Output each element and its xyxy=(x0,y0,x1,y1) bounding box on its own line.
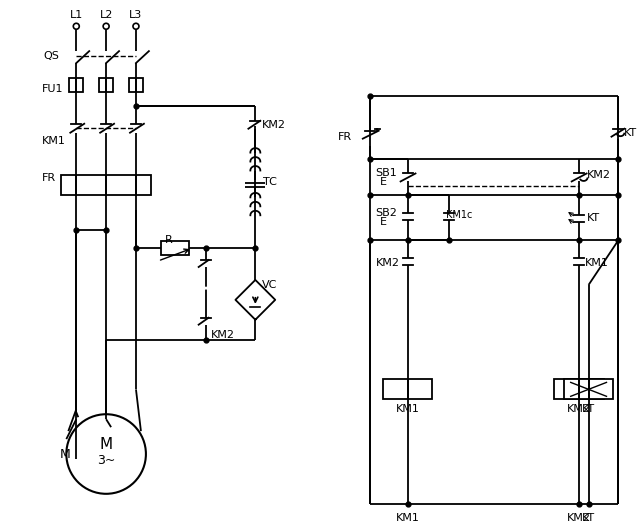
Text: R: R xyxy=(165,235,173,245)
Text: SB1: SB1 xyxy=(376,169,397,178)
Text: L1: L1 xyxy=(70,10,83,20)
Text: KM1: KM1 xyxy=(396,404,419,414)
Text: M: M xyxy=(100,437,113,452)
Text: FR: FR xyxy=(42,173,56,184)
Text: E: E xyxy=(380,178,387,187)
Text: KM2: KM2 xyxy=(262,120,286,130)
Text: KM1: KM1 xyxy=(42,136,65,146)
Text: KM1c: KM1c xyxy=(446,210,473,220)
Text: KT: KT xyxy=(587,213,600,223)
Text: KM2: KM2 xyxy=(211,330,235,339)
Text: QS: QS xyxy=(44,51,60,61)
Text: KT: KT xyxy=(582,513,595,522)
Text: KM2: KM2 xyxy=(587,170,611,180)
Bar xyxy=(61,176,151,195)
Text: L2: L2 xyxy=(99,10,113,20)
Text: SB2: SB2 xyxy=(376,208,397,218)
Text: L3: L3 xyxy=(129,10,143,20)
Bar xyxy=(129,78,143,92)
Bar xyxy=(554,379,604,400)
Text: KM2: KM2 xyxy=(566,404,591,414)
Bar xyxy=(564,379,614,400)
Text: 3~: 3~ xyxy=(97,454,115,468)
Text: KM1: KM1 xyxy=(396,513,419,522)
Bar xyxy=(69,78,83,92)
Text: KT: KT xyxy=(623,128,637,138)
Text: E: E xyxy=(380,217,387,227)
Text: FR: FR xyxy=(338,132,352,142)
Text: KM2: KM2 xyxy=(376,258,400,268)
Text: KM1: KM1 xyxy=(584,258,609,268)
Text: TC: TC xyxy=(263,178,277,187)
Text: KT: KT xyxy=(582,404,595,414)
Text: KM2: KM2 xyxy=(566,513,591,522)
Text: FU1: FU1 xyxy=(42,84,63,94)
Bar xyxy=(161,241,189,255)
Text: VC: VC xyxy=(262,280,278,290)
Bar xyxy=(383,379,433,400)
Text: M: M xyxy=(60,447,70,461)
Bar xyxy=(99,78,113,92)
